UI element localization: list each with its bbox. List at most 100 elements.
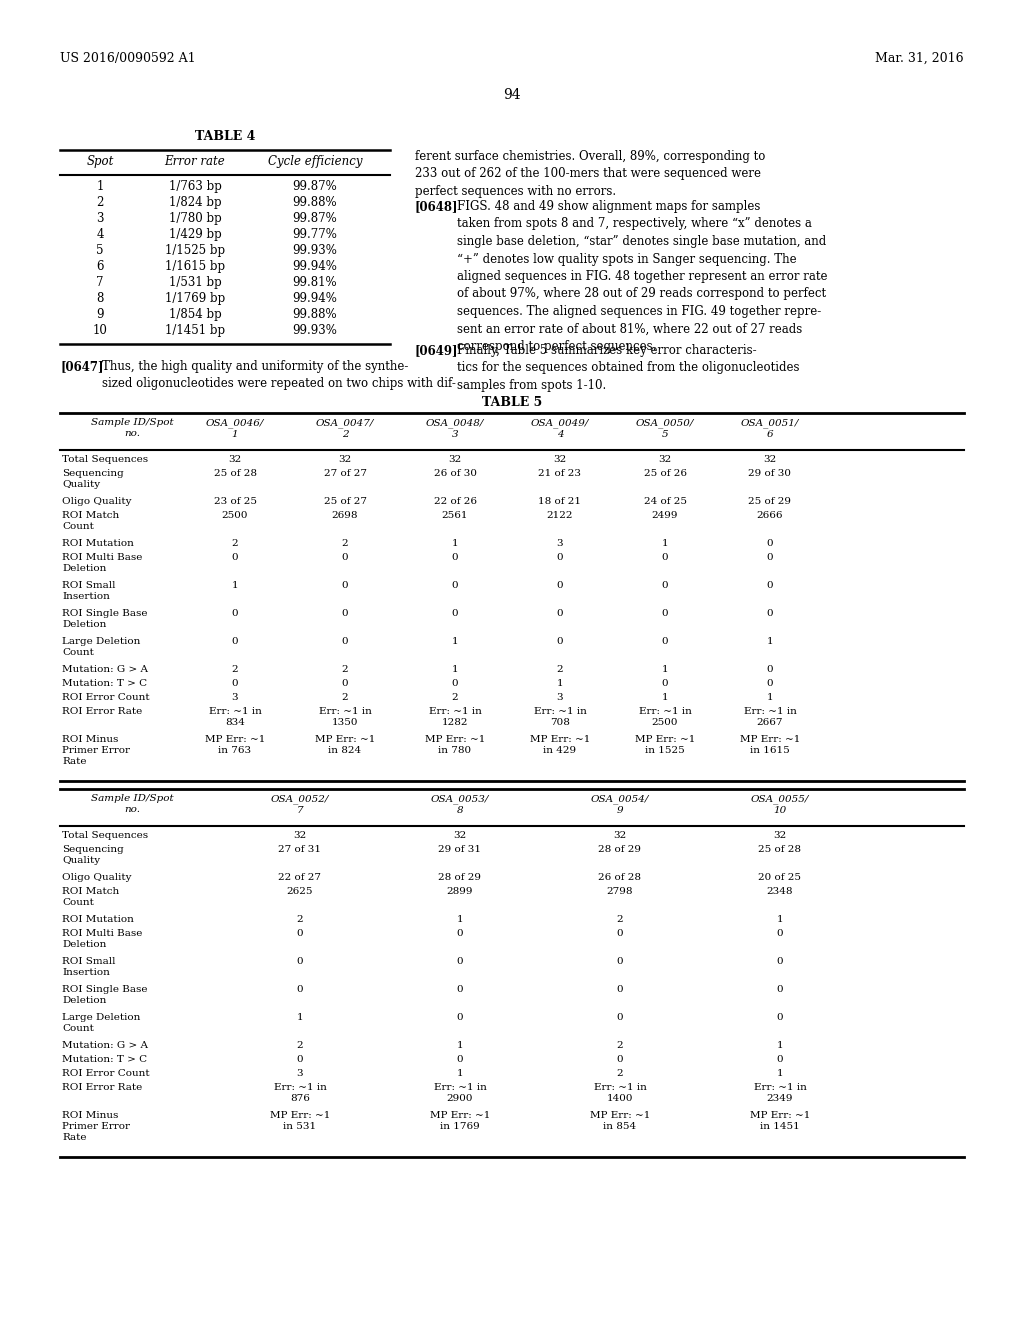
Text: ROI Small
Insertion: ROI Small Insertion: [62, 581, 116, 601]
Text: 1: 1: [457, 915, 463, 924]
Text: 99.88%: 99.88%: [293, 195, 337, 209]
Text: 0: 0: [452, 678, 459, 688]
Text: Error rate: Error rate: [165, 154, 225, 168]
Text: 0: 0: [342, 553, 348, 562]
Text: 22 of 27: 22 of 27: [279, 873, 322, 882]
Text: ROI Mutation: ROI Mutation: [62, 539, 134, 548]
Text: Sample ID/Spot
no.: Sample ID/Spot no.: [91, 795, 173, 814]
Text: 5: 5: [96, 244, 103, 257]
Text: 0: 0: [662, 678, 669, 688]
Text: 0: 0: [557, 609, 563, 618]
Text: 3: 3: [96, 213, 103, 224]
Text: Sample ID/Spot
no.: Sample ID/Spot no.: [91, 418, 173, 438]
Text: 1: 1: [662, 665, 669, 675]
Text: Mutation: T > C: Mutation: T > C: [62, 678, 147, 688]
Text: 1: 1: [452, 665, 459, 675]
Text: 2798: 2798: [607, 887, 633, 896]
Text: OSA_0052/
7: OSA_0052/ 7: [270, 795, 329, 814]
Text: 99.77%: 99.77%: [293, 228, 338, 242]
Text: 0: 0: [342, 581, 348, 590]
Text: Err: ~1 in
2900: Err: ~1 in 2900: [433, 1082, 486, 1104]
Text: 0: 0: [776, 957, 783, 966]
Text: [0647]: [0647]: [60, 360, 103, 374]
Text: 1/531 bp: 1/531 bp: [169, 276, 221, 289]
Text: MP Err: ~1
in 429: MP Err: ~1 in 429: [529, 735, 590, 755]
Text: 32: 32: [613, 832, 627, 840]
Text: 25 of 27: 25 of 27: [324, 498, 367, 506]
Text: 0: 0: [452, 581, 459, 590]
Text: 1/1525 bp: 1/1525 bp: [165, 244, 225, 257]
Text: 32: 32: [338, 455, 351, 465]
Text: 10: 10: [92, 323, 108, 337]
Text: 2122: 2122: [547, 511, 573, 520]
Text: 99.87%: 99.87%: [293, 180, 337, 193]
Text: 0: 0: [767, 665, 773, 675]
Text: OSA_0054/
9: OSA_0054/ 9: [591, 795, 649, 814]
Text: 1: 1: [457, 1069, 463, 1078]
Text: ROI Match
Count: ROI Match Count: [62, 511, 119, 531]
Text: 18 of 21: 18 of 21: [539, 498, 582, 506]
Text: 1/763 bp: 1/763 bp: [169, 180, 221, 193]
Text: Thus, the high quality and uniformity of the synthe-
sized oligonucleotides were: Thus, the high quality and uniformity of…: [102, 360, 456, 391]
Text: 28 of 29: 28 of 29: [598, 845, 641, 854]
Text: 2: 2: [557, 665, 563, 675]
Text: 1: 1: [767, 693, 773, 702]
Text: 0: 0: [452, 609, 459, 618]
Text: Err: ~1 in
1350: Err: ~1 in 1350: [318, 708, 372, 727]
Text: 1/1615 bp: 1/1615 bp: [165, 260, 225, 273]
Text: 1: 1: [776, 1069, 783, 1078]
Text: 0: 0: [231, 638, 239, 645]
Text: Mar. 31, 2016: Mar. 31, 2016: [876, 51, 964, 65]
Text: Err: ~1 in
1282: Err: ~1 in 1282: [429, 708, 481, 727]
Text: ROI Multi Base
Deletion: ROI Multi Base Deletion: [62, 929, 142, 949]
Text: 27 of 31: 27 of 31: [279, 845, 322, 854]
Text: 2698: 2698: [332, 511, 358, 520]
Text: Mutation: G > A: Mutation: G > A: [62, 1041, 148, 1049]
Text: ROI Single Base
Deletion: ROI Single Base Deletion: [62, 609, 147, 630]
Text: 2500: 2500: [222, 511, 248, 520]
Text: 2561: 2561: [441, 511, 468, 520]
Text: 99.94%: 99.94%: [293, 260, 338, 273]
Text: 2: 2: [231, 665, 239, 675]
Text: 28 of 29: 28 of 29: [438, 873, 481, 882]
Text: 21 of 23: 21 of 23: [539, 469, 582, 478]
Text: 0: 0: [767, 553, 773, 562]
Text: 7: 7: [96, 276, 103, 289]
Text: 2: 2: [96, 195, 103, 209]
Text: 1/854 bp: 1/854 bp: [169, 308, 221, 321]
Text: 1: 1: [457, 1041, 463, 1049]
Text: 3: 3: [557, 539, 563, 548]
Text: Err: ~1 in
2500: Err: ~1 in 2500: [639, 708, 691, 727]
Text: 1: 1: [662, 539, 669, 548]
Text: 0: 0: [557, 581, 563, 590]
Text: MP Err: ~1
in 854: MP Err: ~1 in 854: [590, 1111, 650, 1131]
Text: 25 of 29: 25 of 29: [749, 498, 792, 506]
Text: Err: ~1 in
876: Err: ~1 in 876: [273, 1082, 327, 1104]
Text: 2899: 2899: [446, 887, 473, 896]
Text: 1: 1: [452, 539, 459, 548]
Text: MP Err: ~1
in 1769: MP Err: ~1 in 1769: [430, 1111, 490, 1131]
Text: Sequencing
Quality: Sequencing Quality: [62, 469, 124, 490]
Text: MP Err: ~1
in 763: MP Err: ~1 in 763: [205, 735, 265, 755]
Text: Oligo Quality: Oligo Quality: [62, 498, 131, 506]
Text: 2: 2: [616, 915, 624, 924]
Text: 1: 1: [452, 638, 459, 645]
Text: 25 of 28: 25 of 28: [759, 845, 802, 854]
Text: Spot: Spot: [86, 154, 114, 168]
Text: ROI Error Rate: ROI Error Rate: [62, 1082, 142, 1092]
Text: Err: ~1 in
1400: Err: ~1 in 1400: [594, 1082, 646, 1104]
Text: 1: 1: [96, 180, 103, 193]
Text: 2348: 2348: [767, 887, 794, 896]
Text: US 2016/0090592 A1: US 2016/0090592 A1: [60, 51, 196, 65]
Text: Oligo Quality: Oligo Quality: [62, 873, 131, 882]
Text: 2: 2: [342, 693, 348, 702]
Text: 99.81%: 99.81%: [293, 276, 337, 289]
Text: 99.87%: 99.87%: [293, 213, 337, 224]
Text: ROI Small
Insertion: ROI Small Insertion: [62, 957, 116, 977]
Text: 0: 0: [767, 539, 773, 548]
Text: 0: 0: [231, 553, 239, 562]
Text: 1/1769 bp: 1/1769 bp: [165, 292, 225, 305]
Text: 1: 1: [776, 1041, 783, 1049]
Text: 29 of 31: 29 of 31: [438, 845, 481, 854]
Text: 0: 0: [457, 929, 463, 939]
